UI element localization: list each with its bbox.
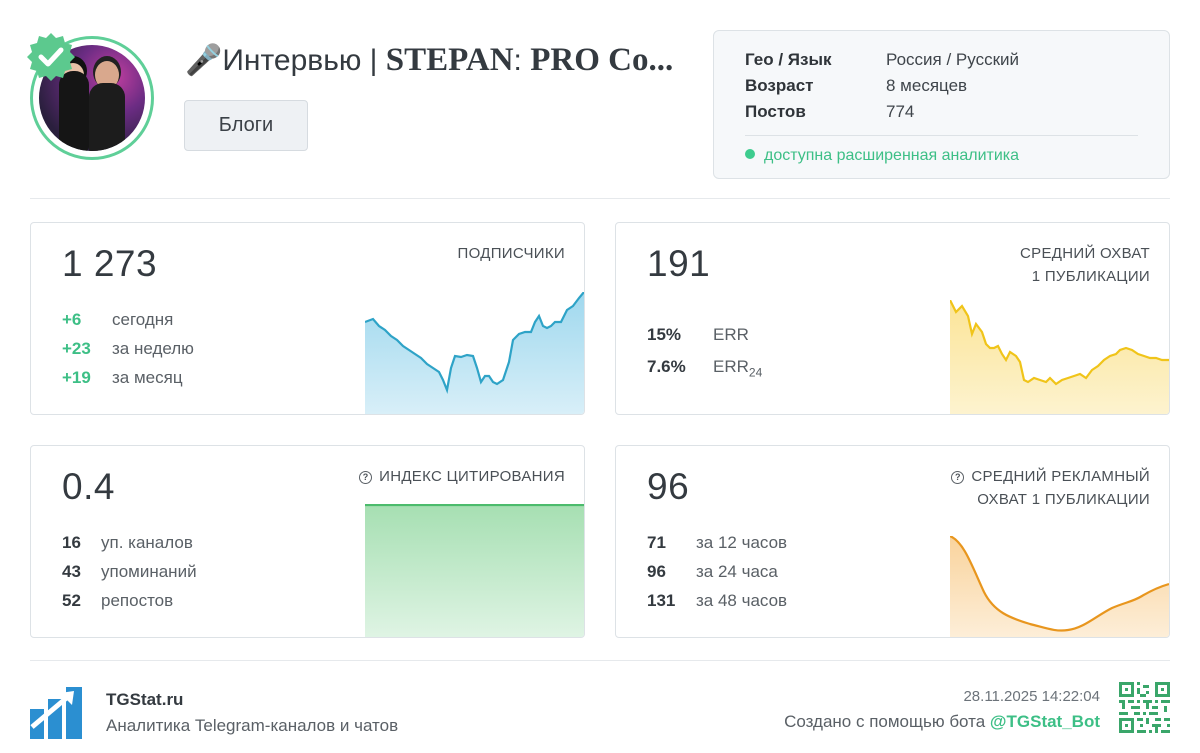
subscribers-card[interactable]: 1 273 ПОДПИСЧИКИ +6 сегодня +23 за неделю … bbox=[30, 222, 585, 415]
channel-info-panel: Гео / Язык Россия / Русский Возраст 8 ме… bbox=[713, 30, 1170, 179]
tgstat-logo-icon[interactable] bbox=[30, 687, 82, 739]
footer-divider bbox=[30, 660, 1170, 661]
verified-badge-icon bbox=[27, 33, 75, 81]
reach-card[interactable]: 191 СРЕДНИЙ ОХВАТ 1 ПУБЛИКАЦИИ 15% ERR 7.6… bbox=[615, 222, 1170, 415]
reach-sparkline bbox=[950, 300, 1169, 414]
help-icon[interactable]: ? bbox=[359, 471, 373, 484]
citation-label: ? ИНДЕКС ЦИТИРОВАНИЯ bbox=[359, 465, 565, 488]
ad-reach-card[interactable]: 96 ? СРЕДНИЙ РЕКЛАМНЫЙ ОХВАТ 1 ПУБЛИКАЦИИ … bbox=[615, 445, 1170, 638]
channel-avatar bbox=[39, 45, 145, 151]
brand-tagline: Аналитика Telegram-каналов и чатов bbox=[106, 716, 399, 735]
category-button[interactable]: Блоги bbox=[184, 100, 308, 151]
status-dot-icon bbox=[745, 149, 755, 159]
geo-label: Гео / Язык bbox=[745, 50, 832, 69]
brand-name[interactable]: TGStat.ru bbox=[106, 690, 184, 709]
analytics-status: доступна расширенная аналитика bbox=[745, 147, 1019, 165]
subscribers-sparkline bbox=[365, 292, 584, 414]
posts-value: 774 bbox=[886, 102, 915, 121]
bot-link[interactable]: @TGStat_Bot bbox=[989, 712, 1100, 731]
citation-index: 0.4 bbox=[62, 466, 115, 507]
ad-reach-value: 96 bbox=[647, 466, 690, 507]
divider bbox=[745, 135, 1138, 136]
age-label: Возраст bbox=[745, 76, 814, 95]
generated-timestamp: 28.11.2025 14:22:04 bbox=[963, 688, 1100, 705]
channel-avatar-frame bbox=[30, 36, 154, 160]
age-value: 8 месяцев bbox=[886, 76, 968, 95]
reach-label: СРЕДНИЙ ОХВАТ 1 ПУБЛИКАЦИИ bbox=[1020, 245, 1150, 285]
reach-value: 191 bbox=[647, 243, 711, 284]
ad-reach-label: ? СРЕДНИЙ РЕКЛАМНЫЙ ОХВАТ 1 ПУБЛИКАЦИИ bbox=[951, 465, 1150, 511]
qr-code-icon[interactable] bbox=[1119, 682, 1170, 733]
posts-label: Постов bbox=[745, 102, 806, 121]
citation-card[interactable]: 0.4 ? ИНДЕКС ЦИТИРОВАНИЯ 16 уп. каналов 43… bbox=[30, 445, 585, 638]
ad-reach-sparkline bbox=[950, 536, 1169, 637]
citation-sparkline bbox=[365, 504, 584, 637]
created-by-text: Создано с помощью бота @TGStat_Bot bbox=[784, 712, 1100, 731]
help-icon[interactable]: ? bbox=[951, 471, 965, 484]
subscribers-count: 1 273 bbox=[62, 243, 158, 284]
channel-title: 🎤Интервью | STEPAN: PRO Co... bbox=[185, 42, 674, 78]
geo-value: Россия / Русский bbox=[886, 50, 1019, 69]
header-divider bbox=[30, 198, 1170, 199]
subscribers-label: ПОДПИСЧИКИ bbox=[457, 245, 565, 262]
